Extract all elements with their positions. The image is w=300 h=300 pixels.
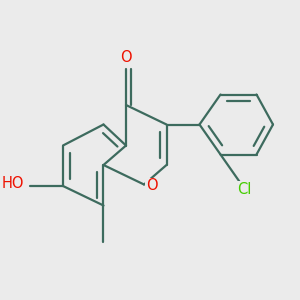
Text: Cl: Cl	[237, 182, 252, 196]
Text: HO: HO	[2, 176, 24, 190]
Text: O: O	[146, 178, 157, 194]
Text: O: O	[120, 50, 132, 65]
